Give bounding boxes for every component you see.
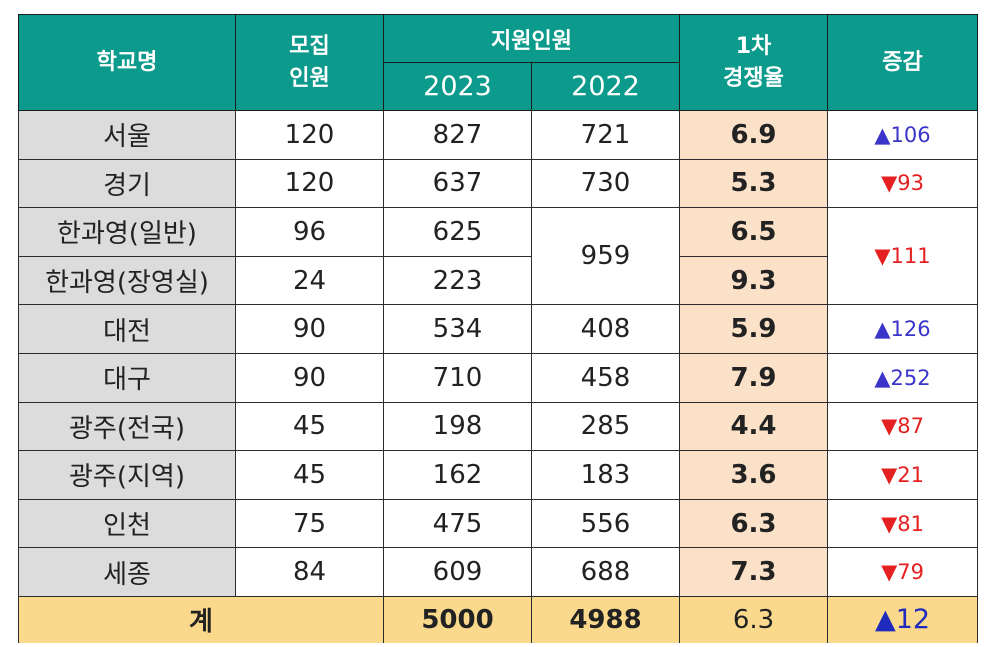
school-cell: 한과영(장영실) [18,255,236,306]
quota-cell: 45 [235,450,384,500]
rate-cell: 4.4 [679,401,828,452]
header-school: 학교명 [18,14,236,111]
header-change: 증감 [827,14,978,111]
header-rate: 1차 경쟁율 [679,14,828,111]
applicants-2022-cell: 458 [531,352,680,403]
total-change-cell: ▲12 [827,595,978,643]
header-quota-line2: 인원 [289,65,330,91]
applicants-2022-cell: 183 [531,450,680,500]
school-cell: 광주(지역) [18,450,236,500]
quota-cell: 45 [235,401,384,452]
rate-cell: 6.5 [679,207,828,257]
school-cell: 경기 [18,158,236,209]
quota-cell: 120 [235,110,384,160]
school-cell: 세종 [18,547,236,597]
rate-cell: 9.3 [679,255,828,306]
total-row: 계 5000 4988 6.3 ▲12 [18,595,978,643]
school-cell: 광주(전국) [18,401,236,452]
header-rate-line2: 경쟁율 [723,65,784,91]
school-cell: 한과영(일반) [18,207,236,257]
header-year-2023: 2023 [383,62,532,111]
applicants-2023-cell: 534 [383,304,532,354]
table-row: 인천 75 475 556 6.3 ▼81 [18,498,978,549]
header-year-2022: 2022 [531,62,680,111]
applicants-2023-cell: 637 [383,158,532,209]
table-row: 세종 84 609 688 7.3 ▼79 [18,547,978,597]
table-row: 서울 120 827 721 6.9 ▲106 [18,110,978,160]
rate-cell: 7.3 [679,547,828,597]
header-quota-line1: 모집 [289,33,330,59]
table-row: 경기 120 637 730 5.3 ▼93 [18,158,978,209]
header-quota: 모집 인원 [235,14,384,111]
school-cell: 서울 [18,110,236,160]
applicants-2022-cell: 285 [531,401,680,452]
table-row: 광주(전국) 45 198 285 4.4 ▼87 [18,401,978,452]
table-row: 대전 90 534 408 5.9 ▲126 [18,304,978,354]
quota-cell: 90 [235,352,384,403]
quota-cell: 120 [235,158,384,209]
total-2023-cell: 5000 [383,595,532,643]
change-cell: ▼79 [827,547,978,597]
applicants-2022-cell: 730 [531,158,680,209]
applicants-2023-cell: 625 [383,207,532,257]
quota-cell: 84 [235,547,384,597]
applicants-2022-merged-cell: 959 [531,207,680,306]
applicants-2022-cell: 688 [531,547,680,597]
table-row: 광주(지역) 45 162 183 3.6 ▼21 [18,450,978,500]
rate-cell: 5.9 [679,304,828,354]
change-cell: ▼21 [827,450,978,500]
rate-cell: 6.3 [679,498,828,549]
change-merged-cell: ▼111 [827,207,978,306]
total-2022-cell: 4988 [531,595,680,643]
school-cell: 인천 [18,498,236,549]
rate-cell: 3.6 [679,450,828,500]
applicants-2023-cell: 162 [383,450,532,500]
change-cell: ▼87 [827,401,978,452]
rate-cell: 6.9 [679,110,828,160]
applicants-2023-cell: 827 [383,110,532,160]
quota-cell: 75 [235,498,384,549]
table-row: 대구 90 710 458 7.9 ▲252 [18,352,978,403]
competition-table: 학교명 모집 인원 지원인원 1차 경쟁율 증감 2023 2022 서울 12… [18,14,978,643]
applicants-2023-cell: 475 [383,498,532,549]
change-cell: ▲106 [827,110,978,160]
school-cell: 대전 [18,304,236,354]
applicants-2023-cell: 609 [383,547,532,597]
rate-cell: 5.3 [679,158,828,209]
quota-cell: 90 [235,304,384,354]
applicants-2023-cell: 223 [383,255,532,306]
quota-cell: 24 [235,255,384,306]
applicants-2023-cell: 198 [383,401,532,452]
school-cell: 대구 [18,352,236,403]
total-rate-cell: 6.3 [679,595,828,643]
change-cell: ▼93 [827,158,978,209]
table-row: 한과영(일반) 96 625 959 6.5 ▼111 [18,207,978,306]
applicants-2022-cell: 408 [531,304,680,354]
applicants-2023-cell: 710 [383,352,532,403]
rate-cell: 7.9 [679,352,828,403]
header-rate-line1: 1차 [735,33,772,59]
change-cell: ▲126 [827,304,978,354]
total-label: 계 [18,595,384,643]
applicants-2022-cell: 721 [531,110,680,160]
quota-cell: 96 [235,207,384,257]
header-applicants: 지원인원 [383,14,680,63]
change-cell: ▲252 [827,352,978,403]
change-cell: ▼81 [827,498,978,549]
applicants-2022-cell: 556 [531,498,680,549]
